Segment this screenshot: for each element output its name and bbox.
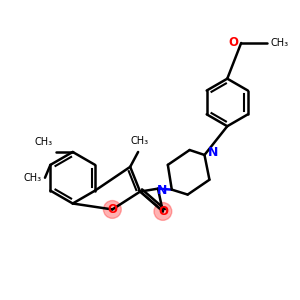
Text: N: N — [157, 184, 167, 197]
Text: CH₃: CH₃ — [35, 137, 53, 147]
Text: N: N — [208, 146, 218, 160]
Text: O: O — [228, 37, 238, 50]
Text: CH₃: CH₃ — [130, 136, 148, 146]
Circle shape — [154, 202, 172, 220]
Text: O: O — [158, 205, 168, 218]
Text: CH₃: CH₃ — [24, 173, 42, 183]
Circle shape — [103, 200, 121, 218]
Text: O: O — [107, 203, 117, 216]
Text: CH₃: CH₃ — [271, 38, 289, 48]
